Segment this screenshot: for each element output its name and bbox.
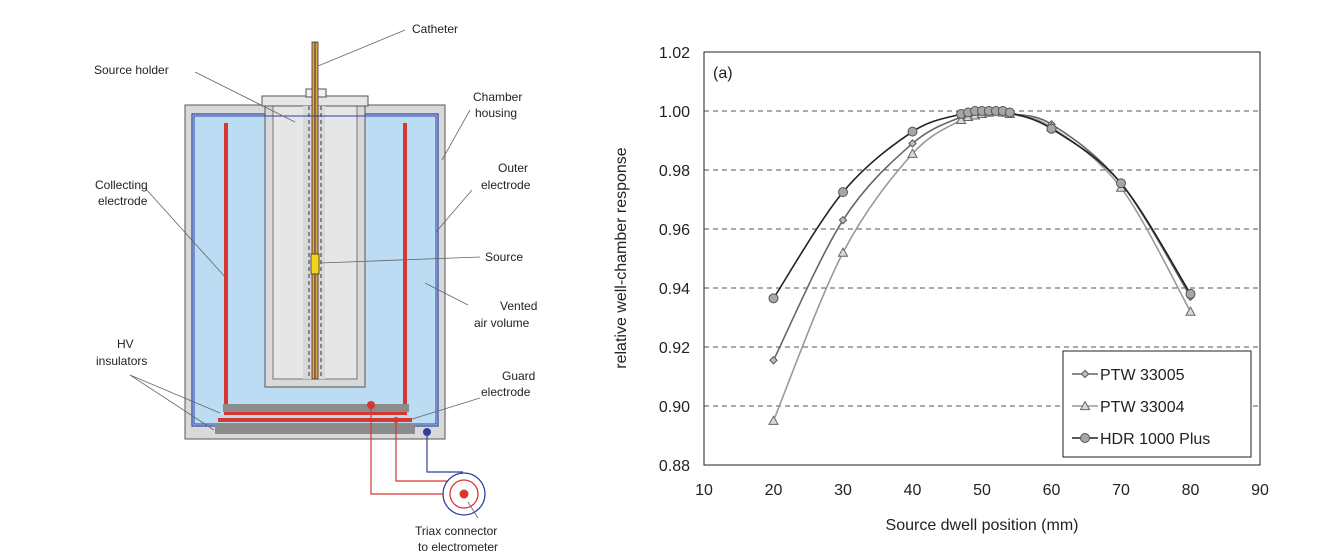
x-tick-label: 10: [695, 482, 713, 499]
guard-wire: [395, 420, 455, 482]
data-point: [768, 293, 779, 304]
legend-marker: [1080, 433, 1090, 443]
label-outer-electrode-2: electrode: [481, 178, 531, 192]
y-tick-label: 0.96: [659, 222, 690, 239]
series-line: [772, 109, 1192, 299]
label-vented-air-2: air volume: [474, 316, 530, 330]
series-layer: [768, 105, 1196, 425]
label-source-holder: Source holder: [94, 63, 169, 77]
collecting-electrode: [224, 123, 407, 415]
label-catheter: Catheter: [412, 22, 458, 36]
guard-electrode: [218, 418, 412, 422]
data-point: [769, 355, 778, 365]
data-point: [907, 126, 918, 137]
plot-frame: [703, 51, 1261, 466]
label-triax-2: to electrometer: [418, 540, 498, 554]
data-point: [907, 148, 918, 158]
y-tick-labels: 0.88 0.90 0.92 0.94 0.96 0.98 1.00 1.02: [659, 45, 690, 475]
label-guard-electrode-1: Guard: [502, 369, 535, 383]
y-tick-label: 0.98: [659, 163, 690, 180]
data-point: [1185, 306, 1196, 316]
x-axis-label: Source dwell position (mm): [886, 517, 1079, 534]
x-tick-label: 20: [765, 482, 783, 499]
triax-connector: [442, 472, 486, 516]
well-chamber-diagram: Catheter Source holder Chamber housing O…: [94, 22, 537, 554]
data-point: [838, 187, 848, 198]
data-point: [908, 139, 917, 148]
data-point: [838, 215, 848, 225]
data-point: [1004, 107, 1015, 118]
legend-marker: [1079, 400, 1091, 411]
outer-wire: [426, 432, 463, 473]
legend-label: HDR 1000 Plus: [1100, 431, 1210, 448]
label-vented-air-1: Vented: [500, 299, 537, 313]
data-point: [955, 114, 967, 124]
legend-label: PTW 33005: [1100, 367, 1185, 384]
y-tick-label: 1.02: [659, 45, 690, 62]
x-tick-label: 70: [1112, 482, 1130, 499]
label-collecting-electrode-2: electrode: [98, 194, 148, 208]
series-0: [769, 106, 1195, 365]
hv-insulator-top: [223, 404, 409, 412]
legend: PTW 33005 PTW 33004 HDR 1000 Plus: [1062, 350, 1252, 458]
data-point: [1116, 178, 1126, 189]
y-tick-label: 1.00: [659, 104, 690, 121]
source: [310, 253, 320, 275]
legend-label: PTW 33004: [1100, 399, 1185, 416]
panel-annotation: (a): [713, 65, 733, 82]
legend-box: [1062, 350, 1252, 458]
x-tick-labels: 10 20 30 40 50 60 70 80 90: [695, 482, 1269, 499]
x-tick-label: 60: [1043, 482, 1061, 499]
response-chart: 0.88 0.90 0.92 0.94 0.96 0.98 1.00 1.02 10 20 30 4…: [613, 45, 1269, 534]
label-guard-electrode-2: electrode: [481, 385, 531, 399]
x-tick-label: 90: [1251, 482, 1269, 499]
data-point: [1046, 123, 1057, 134]
label-chamber-housing-1: Chamber: [473, 90, 522, 104]
y-tick-label: 0.94: [659, 281, 690, 298]
label-chamber-housing-2: housing: [475, 106, 517, 120]
legend-entries: PTW 33005 PTW 33004 HDR 1000 Plus: [1072, 367, 1210, 448]
series-line: [772, 110, 1192, 361]
y-axis-label: relative well-chamber response: [613, 147, 630, 369]
x-tick-label: 40: [904, 482, 922, 499]
series-2: [768, 106, 1196, 304]
hv-insulator-bottom: [215, 423, 415, 434]
data-point: [1185, 288, 1196, 299]
data-point: [768, 415, 779, 425]
y-tick-label: 0.92: [659, 340, 690, 357]
label-triax-1: Triax connector: [415, 524, 497, 538]
label-source: Source: [485, 250, 523, 264]
data-point: [837, 247, 849, 257]
label-hv-insulators-2: insulators: [96, 354, 147, 368]
x-tick-label: 30: [834, 482, 852, 499]
y-tick-label: 0.90: [659, 399, 690, 416]
x-tick-label: 50: [973, 482, 991, 499]
y-tick-label: 0.88: [659, 458, 690, 475]
label-outer-electrode-1: Outer: [498, 161, 528, 175]
label-collecting-electrode-1: Collecting: [95, 178, 148, 192]
label-hv-insulators-1: HV: [117, 337, 134, 351]
x-tick-label: 80: [1182, 482, 1200, 499]
legend-marker: [1080, 369, 1090, 379]
collector-wire: [370, 405, 455, 495]
